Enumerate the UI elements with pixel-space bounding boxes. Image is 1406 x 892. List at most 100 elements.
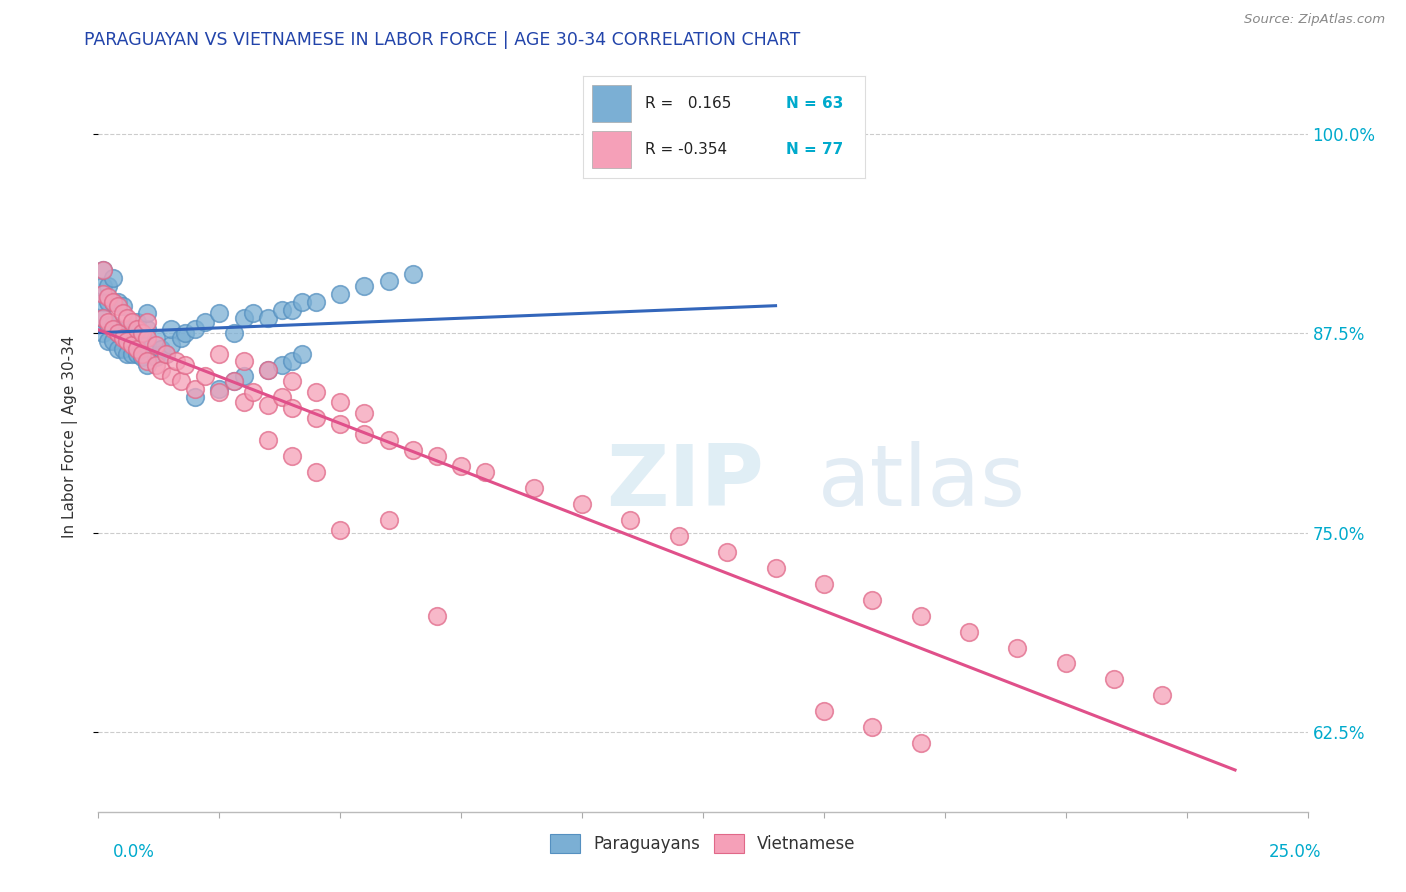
Point [281,401,304,416]
Point [101,294,124,309]
Point [97,318,120,333]
Text: 0.0%: 0.0% [112,843,155,861]
Point [402,268,425,282]
Point [256,363,278,377]
Point [281,374,304,388]
Point [107,299,129,313]
Point [127,347,149,361]
Point [127,315,149,329]
Point [150,343,173,357]
Point [91,286,114,301]
Text: ZIP: ZIP [606,441,763,524]
Point [131,351,153,365]
Point [127,343,149,357]
Point [107,326,129,341]
Point [329,417,352,432]
Point [813,704,835,718]
Point [232,353,254,368]
Point [208,306,231,320]
Text: R = -0.354: R = -0.354 [645,142,727,157]
Point [329,286,352,301]
Point [145,351,167,365]
Point [281,353,304,368]
Point [222,374,245,388]
Point [91,262,114,277]
Point [957,624,980,639]
Point [184,390,207,404]
Point [160,321,183,335]
FancyBboxPatch shape [592,85,631,122]
Text: Source: ZipAtlas.com: Source: ZipAtlas.com [1244,13,1385,27]
Point [232,369,254,384]
Point [107,326,129,341]
Point [1152,689,1174,703]
Text: atlas: atlas [818,441,1026,524]
Point [145,337,167,351]
Point [353,426,375,441]
Point [111,299,134,313]
Point [135,321,157,335]
Point [91,310,114,325]
Point [910,736,932,750]
Point [101,321,124,335]
Point [111,321,134,335]
Point [121,325,143,339]
Point [305,465,328,479]
Point [107,343,129,357]
Point [91,278,114,293]
Point [208,347,231,361]
Point [281,302,304,317]
Point [184,321,207,335]
Point [271,359,294,373]
Point [222,374,245,388]
Point [353,406,375,420]
Point [232,395,254,409]
Point [131,347,153,361]
FancyBboxPatch shape [592,131,631,168]
Point [111,331,134,345]
Point [97,278,120,293]
Point [474,465,496,479]
Point [174,359,197,373]
Text: 25.0%: 25.0% [1270,843,1322,861]
Point [127,321,149,335]
Point [765,561,787,575]
Point [290,294,312,309]
Point [305,411,328,425]
Point [329,395,352,409]
Point [1007,640,1029,655]
Point [127,331,149,345]
Point [155,347,177,361]
Point [619,513,641,527]
Point [97,290,120,304]
Point [910,608,932,623]
Point [305,385,328,400]
Point [97,315,120,329]
Point [150,363,173,377]
Point [160,369,183,384]
Point [402,442,425,457]
Point [91,294,114,309]
Point [256,398,278,412]
Point [135,337,157,351]
Point [377,434,399,448]
Point [165,353,187,368]
Point [450,458,472,473]
Point [155,347,177,361]
Point [101,294,124,309]
Text: N = 77: N = 77 [786,142,844,157]
Point [117,321,139,335]
Point [91,262,114,277]
Text: PARAGUAYAN VS VIETNAMESE IN LABOR FORCE | AGE 30-34 CORRELATION CHART: PARAGUAYAN VS VIETNAMESE IN LABOR FORCE … [84,31,800,49]
Point [222,326,245,341]
Point [271,302,294,317]
Point [426,449,449,463]
Point [377,513,399,527]
Point [117,347,139,361]
Legend: Paraguayans, Vietnamese: Paraguayans, Vietnamese [544,827,862,860]
Point [121,315,143,329]
Point [716,545,738,559]
Point [131,326,153,341]
Point [101,334,124,349]
Point [101,270,124,285]
